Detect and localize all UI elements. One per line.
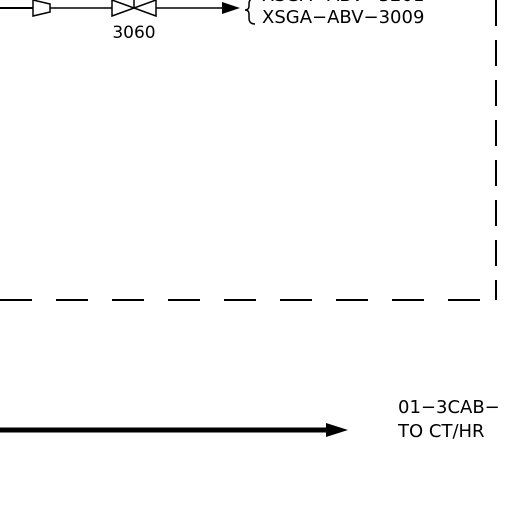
destination-tag-1: XSGA−ABV−3201 <box>262 0 424 6</box>
valve-tag: 3060 <box>112 23 155 43</box>
line-id-text: 01−3CAB− <box>398 397 500 418</box>
top-process-line <box>0 0 256 25</box>
brace-icon <box>244 0 256 25</box>
reducer-icon <box>32 0 51 17</box>
package-boundary <box>0 0 497 301</box>
destination-tag-2: XSGA−ABV−3009 <box>262 7 424 28</box>
bottom-process-line <box>0 423 348 437</box>
line-destination-text: TO CT/HR <box>397 421 485 442</box>
flow-arrow-icon <box>222 2 240 14</box>
bottom-flow-arrow-icon <box>326 423 348 437</box>
gate-valve-icon <box>111 0 157 18</box>
